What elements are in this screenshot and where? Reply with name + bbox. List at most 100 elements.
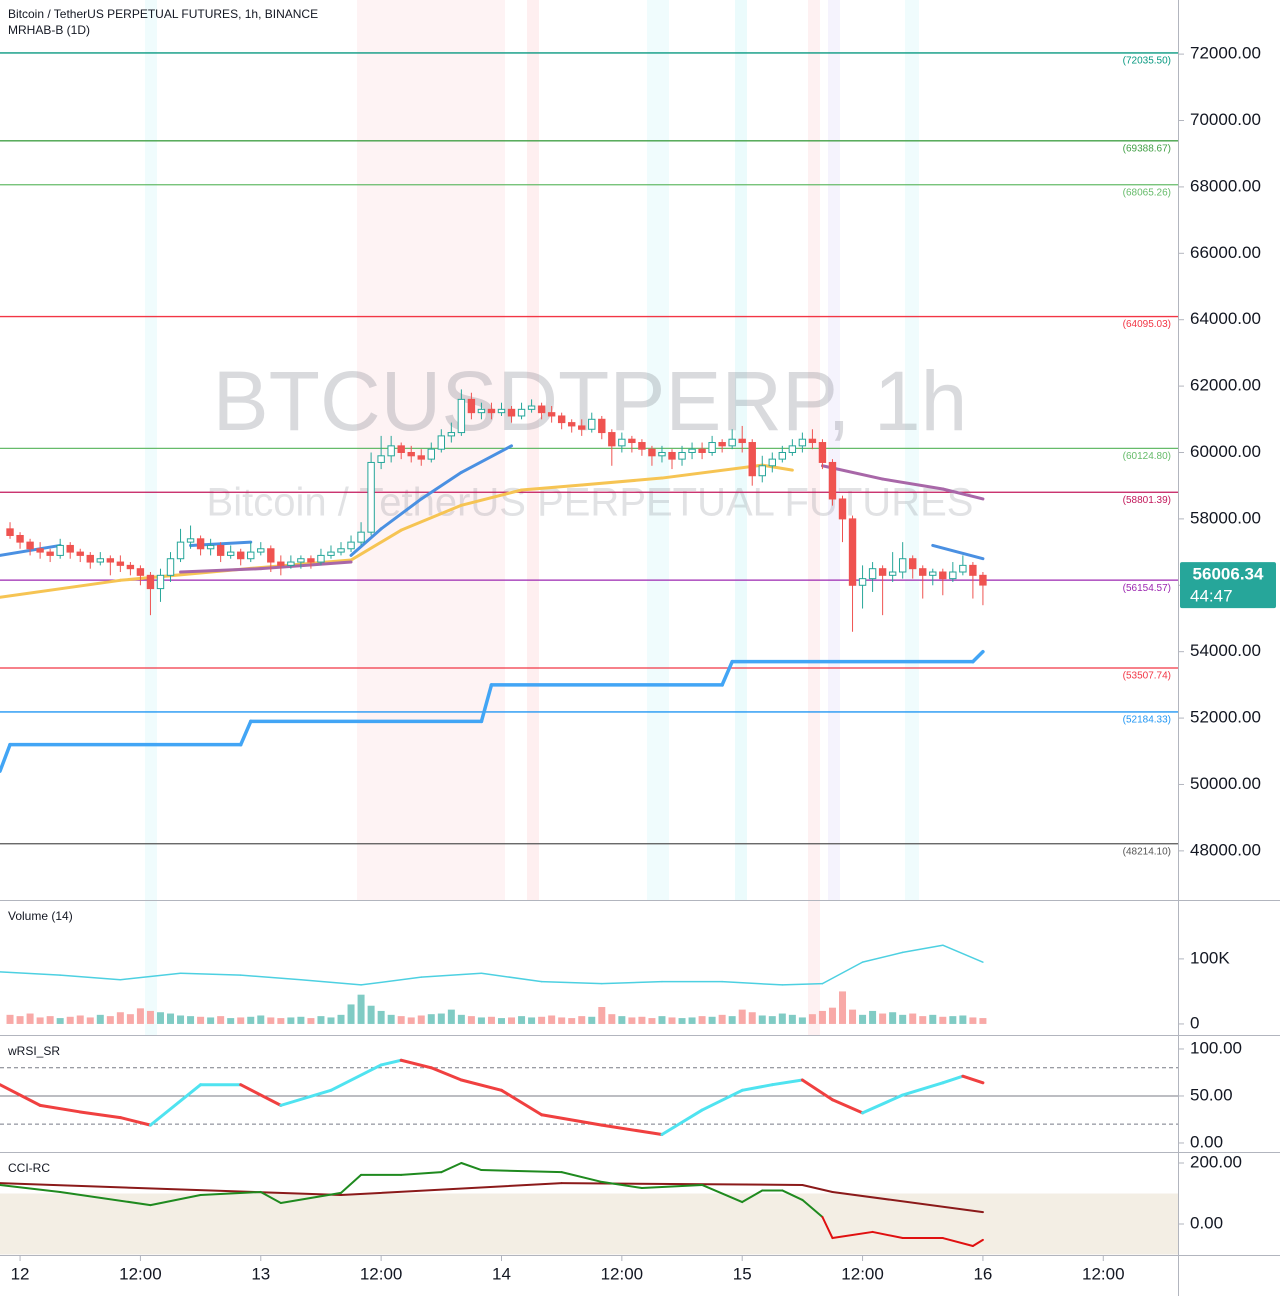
candle-body [608,432,616,447]
highlight [828,0,840,900]
line-segment [179,972,242,976]
candle-body [537,405,546,414]
line-segment [239,1083,283,1107]
watermark-name: Bitcoin / TetherUS PERPETUAL FUTURES [207,481,974,525]
candle-body [96,558,104,563]
candle-body [788,445,797,453]
line-segment [941,1237,974,1247]
line-segment [781,1189,804,1201]
candle-body [166,558,175,576]
line-segment [821,1215,834,1240]
countdown-label: 44:47 [1190,587,1233,606]
y-tick-label: 64000.00 [1190,309,1261,328]
candle-body [888,571,897,576]
volume-bar [457,1014,465,1024]
candle-body [447,432,456,437]
volume-bar [467,1016,475,1024]
candle-body [698,448,706,453]
line-segment [701,1183,744,1204]
line-segment [700,1088,744,1112]
volume-bar [387,1014,395,1024]
candle-body [417,455,425,460]
line-segment [801,1183,834,1193]
line-segment [831,1190,984,1214]
last-price-box [1180,562,1276,609]
volume-bar [56,1018,64,1024]
volume-bar [187,1016,195,1024]
x-tick-label: 14 [492,1264,511,1283]
line-segment [479,683,494,724]
candle-body [929,571,937,576]
line-segment [931,543,985,561]
volume-bar [367,1005,375,1024]
volume-bar [487,1016,495,1024]
volume-bar [417,1015,425,1024]
candle-body [527,405,536,410]
candle-body [728,438,736,447]
line-segment [540,1113,604,1127]
volume-bar [307,1018,315,1024]
y-tick-label: 100.00 [1190,1038,1242,1057]
line-segment [118,1116,152,1127]
candle-body [939,571,947,580]
candle-body [66,544,74,553]
line-segment [199,1190,262,1197]
y-tick-label: 50.00 [1190,1085,1233,1104]
line-segment [279,1191,343,1204]
watermark: BTCUSDTPERP, 1h Bitcoin / TetherUS PERPE… [207,354,974,524]
volume-bar [939,1016,947,1024]
candle-body [267,548,275,563]
last-price-label: 56006.34 [1193,565,1264,584]
y-tick-label: 62000.00 [1190,376,1261,395]
volume-bar [227,1018,235,1024]
line-segment [420,972,483,978]
candle-body [497,408,506,414]
line-segment [800,1078,834,1102]
volume-bar [237,1017,245,1024]
candle-body [778,451,787,460]
level-label: (52184.33) [1123,715,1171,726]
volume-bar [146,1010,154,1024]
volume-bar [26,1013,34,1024]
candle-body [638,442,646,450]
volume-bar [136,1008,144,1024]
candle-body [718,442,726,447]
level-label: (56154.57) [1123,583,1171,594]
volume-bar [768,1016,776,1024]
candle-body [136,568,145,576]
line-segment [379,1058,403,1067]
x-tick-label: 12 [11,1264,30,1283]
volume-bar [177,1015,185,1024]
volume-bar [889,1012,897,1024]
line-segment [400,1171,443,1176]
x-tick-label: 15 [733,1264,752,1283]
candle-body [387,445,395,457]
y-tick-label: 0.00 [1190,1213,1223,1232]
candle-body [557,415,566,424]
plot: 12 12:00 13 12:00 14 12:00 15 12:00 16 12:00 48000… [0,44,1276,1283]
volume-bar [738,1009,746,1024]
volume-bar [16,1016,24,1024]
volume-bar [437,1013,445,1024]
volume-bar [658,1016,666,1024]
line-segment [721,980,784,986]
line-segment [259,560,353,571]
candle-body [26,541,34,550]
line-segment [329,1063,383,1092]
candle-body [307,558,315,563]
candle-body [327,551,335,556]
line-segment [0,742,12,773]
volume-bar [106,1016,114,1024]
candle-body [257,548,265,553]
line-segment [480,972,543,983]
candle-body [758,465,766,477]
candle-body [909,558,917,570]
line-segment [660,1108,704,1137]
volume-bar [397,1016,405,1024]
candle-body [878,568,887,576]
candle-body [848,518,857,586]
line-segment [379,497,423,531]
volume-bar [718,1014,726,1024]
line-segment [238,719,253,747]
level-label: (48214.10) [1123,846,1171,857]
